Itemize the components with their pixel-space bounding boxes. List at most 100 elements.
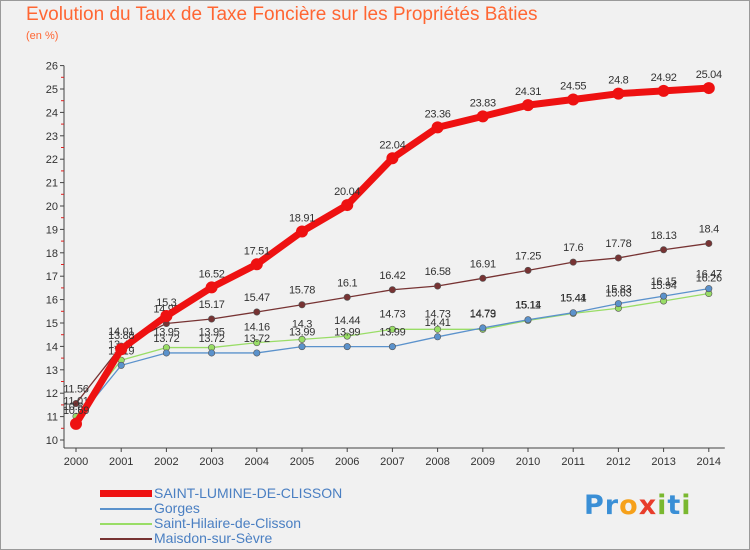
data-label-1: 14.41	[425, 317, 451, 329]
legend-swatch-saint-lumine	[100, 490, 152, 497]
data-point-0	[476, 110, 489, 123]
data-label-1: 15.44	[560, 293, 586, 305]
data-point-1	[434, 333, 442, 341]
logo-letter: x	[638, 490, 658, 521]
data-point-1	[253, 349, 261, 357]
data-label-0: 24.92	[651, 72, 677, 84]
legend-swatch-saint-hilaire	[100, 523, 152, 525]
data-point-1	[524, 316, 532, 324]
data-point-3	[479, 274, 487, 282]
y-tick-label: 20	[46, 201, 58, 213]
data-point-0	[296, 225, 308, 238]
data-label-1: 15.83	[605, 284, 631, 296]
data-point-1	[208, 349, 216, 357]
data-point-0	[567, 93, 580, 106]
data-label-1: 13.72	[199, 333, 225, 345]
data-label-1: 16.15	[651, 276, 677, 288]
data-label-2: 14.3	[292, 318, 312, 330]
data-label-0: 20.04	[334, 186, 360, 198]
data-point-1	[162, 349, 170, 357]
data-point-3	[434, 282, 442, 290]
data-point-2	[298, 335, 306, 343]
data-point-2	[343, 332, 351, 340]
series-line-3	[75, 242, 710, 405]
legend-label-maisdon: Maisdon-sur-Sèvre	[154, 530, 273, 546]
data-label-2: 16.26	[696, 273, 722, 285]
data-label-0: 24.31	[515, 86, 541, 98]
data-point-3	[343, 293, 351, 301]
x-tick-label: 2000	[64, 456, 88, 468]
data-label-0: 23.36	[425, 108, 451, 120]
data-point-1	[298, 343, 306, 351]
data-label-3: 18.4	[699, 223, 719, 235]
data-label-0: 24.55	[560, 81, 586, 93]
data-label-1: 14.79	[470, 308, 496, 320]
chart-subtitle: (en %)	[26, 30, 59, 42]
data-point-3	[298, 301, 306, 309]
data-point-1	[479, 324, 487, 332]
data-label-3: 15.47	[244, 292, 270, 304]
proxiti-logo: Proxiti	[584, 490, 692, 521]
data-label-3: 14.01	[108, 326, 134, 338]
data-point-3	[705, 239, 713, 247]
data-label-2: 13.95	[153, 327, 179, 339]
x-tick-label: 2002	[154, 456, 178, 468]
x-tick-label: 2013	[651, 456, 675, 468]
data-label-0: 17.51	[244, 245, 270, 257]
data-label-1: 16.47	[696, 269, 722, 281]
logo-letter: P	[584, 490, 605, 521]
data-point-0	[657, 84, 670, 97]
y-tick-label: 19	[46, 224, 58, 236]
data-point-0	[205, 281, 218, 294]
x-tick-label: 2012	[606, 456, 630, 468]
data-point-3	[524, 266, 532, 274]
data-label-1: 13.72	[153, 333, 179, 345]
data-label-2: 14.44	[334, 315, 360, 327]
data-label-2: 14.73	[379, 308, 405, 320]
data-point-3	[614, 254, 622, 262]
y-tick-label: 12	[46, 388, 58, 400]
legend-label-saint-lumine: SAINT-LUMINE-DE-CLISSON	[154, 485, 343, 501]
data-label-2: 14.16	[244, 322, 270, 334]
y-tick-label: 23	[46, 131, 58, 143]
x-tick-label: 2010	[516, 456, 540, 468]
y-tick-label: 22	[46, 154, 58, 166]
logo-letter: r	[604, 490, 620, 521]
data-label-2: 13.95	[199, 327, 225, 339]
y-tick-label: 13	[46, 365, 58, 377]
data-label-3: 17.25	[515, 250, 541, 262]
data-point-3	[388, 286, 396, 294]
x-tick-label: 2009	[471, 456, 495, 468]
data-label-2: 11.01	[63, 395, 88, 407]
legend-swatch-maisdon	[100, 538, 152, 540]
y-tick-label: 25	[46, 84, 58, 96]
data-label-2: 15.11	[515, 299, 540, 311]
data-label-3: 17.78	[605, 238, 631, 250]
x-tick-label: 2007	[380, 456, 404, 468]
data-label-0: 10.69	[63, 405, 89, 417]
y-tick-label: 14	[46, 341, 58, 353]
data-label-3: 11.56	[63, 383, 88, 395]
y-tick-label: 10	[46, 435, 58, 447]
data-point-3	[660, 246, 668, 254]
logo-letter: i	[657, 490, 668, 521]
data-label-3: 15.17	[199, 299, 225, 311]
x-tick-label: 2006	[335, 456, 359, 468]
data-point-0	[70, 417, 82, 430]
y-tick-label: 18	[46, 248, 58, 260]
data-point-1	[614, 300, 622, 308]
x-tick-label: 2001	[109, 456, 133, 468]
data-label-0: 24.8	[608, 75, 628, 87]
data-label-3: 18.13	[651, 230, 677, 242]
data-point-2	[253, 339, 261, 347]
data-point-3	[208, 315, 216, 323]
x-tick-label: 2003	[199, 456, 223, 468]
legend-label-saint-hilaire: Saint-Hilaire-de-Clisson	[154, 515, 302, 531]
data-point-2	[388, 325, 396, 333]
data-point-3	[72, 399, 80, 407]
data-label-0: 22.04	[379, 139, 405, 151]
data-label-3: 15.78	[289, 285, 315, 297]
data-point-0	[522, 99, 534, 112]
data-label-0: 13.88	[108, 330, 134, 342]
